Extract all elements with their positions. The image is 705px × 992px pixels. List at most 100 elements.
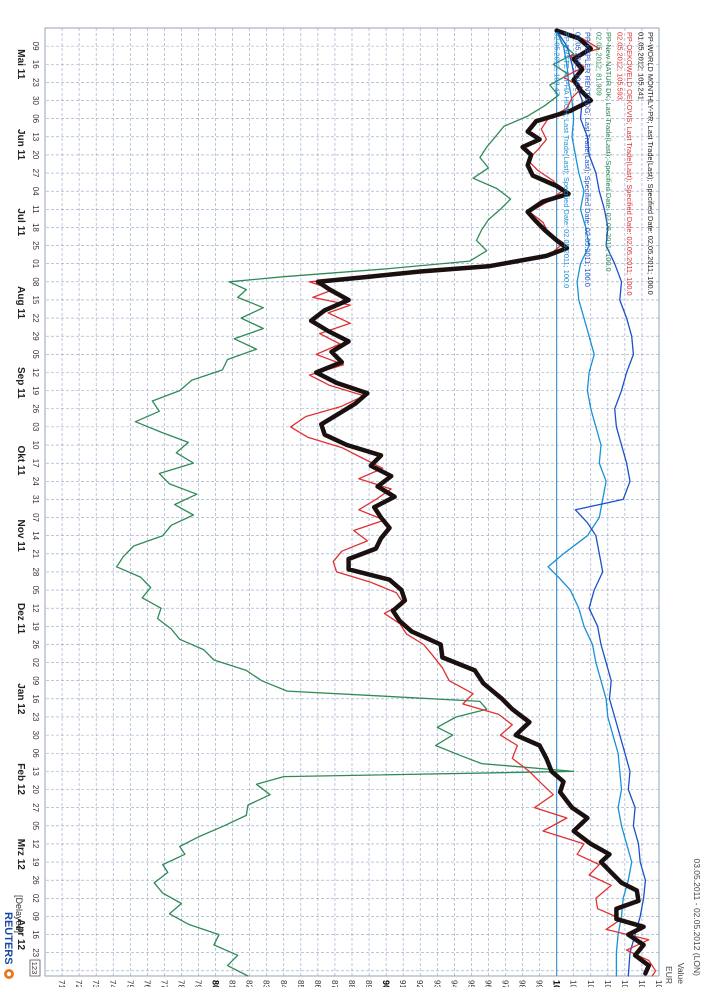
day-tick-label: 20 <box>31 150 40 159</box>
day-tick-label: 06 <box>31 114 40 123</box>
day-tick-label: 05 <box>31 586 40 595</box>
day-tick-label: 22 <box>31 314 40 323</box>
day-tick-label: 03 <box>31 422 40 431</box>
legend: PP-WORLD MONTHLY-PR; Last Trade(Last); S… <box>553 32 656 296</box>
day-tick-label: 26 <box>31 876 40 885</box>
value-tick-label: 106 <box>654 980 663 987</box>
legend-entry-value: 02.05.2012; 81.909 <box>595 32 604 96</box>
value-tick-label: 90 <box>381 980 391 987</box>
day-tick-label: 16 <box>31 694 40 703</box>
delayed-label: [Delayed] <box>14 895 24 933</box>
day-tick-label: 12 <box>31 368 40 377</box>
legend-entry-value: 01.05.2012; 105.241 <box>637 32 646 100</box>
value-tick-label: 91 <box>398 980 407 987</box>
value-tick-label: 73 <box>91 980 100 987</box>
value-tick-label: 74 <box>108 980 117 987</box>
value-tick-label: 93 <box>432 980 441 987</box>
month-tick-label: Jan 12 <box>15 683 26 715</box>
value-tick-label: 96 <box>483 980 492 987</box>
value-tick-label: 81 <box>228 980 237 987</box>
page-button-label: 123 <box>30 962 39 975</box>
day-tick-label: 12 <box>31 839 40 848</box>
legend-entry-value: 02.05.2012; 105.593 <box>616 32 625 100</box>
value-tick-label: 102 <box>586 980 595 987</box>
day-tick-label: 05 <box>31 821 40 830</box>
day-tick-label: 10 <box>31 441 40 450</box>
day-tick-label: 23 <box>31 78 40 87</box>
day-tick-label: 31 <box>31 495 40 504</box>
legend-entry-value: 02.05.2012; 103.47 <box>553 32 562 96</box>
day-tick-label: 23 <box>31 948 40 957</box>
month-tick-label: Dez 11 <box>15 603 26 635</box>
legend-entry-label: PP-WORLD MONTHLY-PR; Last Trade(Last); S… <box>646 32 655 295</box>
day-tick-label: 08 <box>31 277 40 286</box>
series-line <box>308 28 652 976</box>
day-tick-label: 24 <box>31 477 40 486</box>
value-tick-label: 92 <box>415 980 424 987</box>
day-tick-label: 07 <box>31 513 40 522</box>
value-tick-label: 100 <box>552 980 562 987</box>
reuters-logo: REUTERS <box>2 912 14 965</box>
day-tick-label: 09 <box>31 912 40 921</box>
day-tick-label: 23 <box>31 713 40 722</box>
value-column-header: Value <box>676 963 686 984</box>
series-line <box>547 29 633 977</box>
day-tick-label: 09 <box>31 676 40 685</box>
value-tick-label: 103 <box>603 980 612 987</box>
legend-entry-value: 02.05.2012; 104.2 <box>574 32 583 92</box>
day-tick-label: 02 <box>31 894 40 903</box>
value-tick-label: 85 <box>296 980 305 987</box>
month-tick-label: Aug 11 <box>15 286 26 319</box>
day-tick-label: 27 <box>31 803 40 812</box>
day-tick-label: 01 <box>31 259 40 268</box>
day-tick-label: 12 <box>31 604 40 613</box>
day-tick-label: 27 <box>31 169 40 178</box>
value-tick-label: 97 <box>501 980 510 987</box>
legend-entry-label: PP-New NATUR DK; Last Trade(Last); Speci… <box>604 32 613 272</box>
day-tick-label: 16 <box>31 930 40 939</box>
month-tick-label: Jun 11 <box>15 129 26 161</box>
day-tick-label: 05 <box>31 350 40 359</box>
day-tick-label: 25 <box>31 241 40 250</box>
series-lines <box>115 28 657 977</box>
month-tick-label: Jul 11 <box>15 208 26 236</box>
value-tick-label: 98 <box>518 980 527 987</box>
day-tick-label: 19 <box>31 858 40 867</box>
month-tick-label: Okt 11 <box>15 446 26 476</box>
value-tick-label: 86 <box>313 980 322 987</box>
value-tick-label: 80 <box>211 980 221 987</box>
day-tick-label: 29 <box>31 332 40 341</box>
value-tick-label: 89 <box>364 980 373 987</box>
day-tick-label: 30 <box>31 96 40 105</box>
value-tick-label: 88 <box>347 980 356 987</box>
currency-label: EUR <box>664 966 674 984</box>
day-tick-label: 28 <box>31 567 40 576</box>
day-tick-label: 21 <box>31 549 40 558</box>
value-tick-label: 83 <box>262 980 271 987</box>
day-tick-label: 20 <box>31 785 40 794</box>
day-tick-label: 18 <box>31 223 40 232</box>
page-button[interactable] <box>29 959 41 977</box>
value-tick-label: 94 <box>449 980 458 987</box>
month-tick-label: Nov 11 <box>15 520 26 553</box>
day-tick-label: 13 <box>31 767 40 776</box>
month-tick-label: Feb 12 <box>15 763 26 795</box>
value-tick-label: 84 <box>279 980 288 987</box>
value-tick-label: 71 <box>57 980 66 987</box>
day-tick-label: 30 <box>31 731 40 740</box>
reuters-globe-icon <box>4 969 14 979</box>
value-tick-label: 78 <box>176 980 185 987</box>
legend-entry-label: PP-KEPLER RENT EDG; Last Trade(Last); Sp… <box>583 32 592 287</box>
day-tick-label: 14 <box>31 531 40 540</box>
series-line <box>115 29 575 977</box>
value-axis: 106 105 104 103 102 101 100 99 98 97 96 95 94 93 92 91 9… <box>57 980 663 992</box>
day-tick-label: 06 <box>31 749 40 758</box>
day-tick-label: 26 <box>31 640 40 649</box>
day-tick-label: 17 <box>31 459 40 468</box>
value-tick-label: 77 <box>159 980 168 987</box>
value-tick-label: 95 <box>466 980 475 987</box>
day-tick-label: 04 <box>31 187 40 196</box>
day-tick-label: 09 <box>31 42 40 51</box>
